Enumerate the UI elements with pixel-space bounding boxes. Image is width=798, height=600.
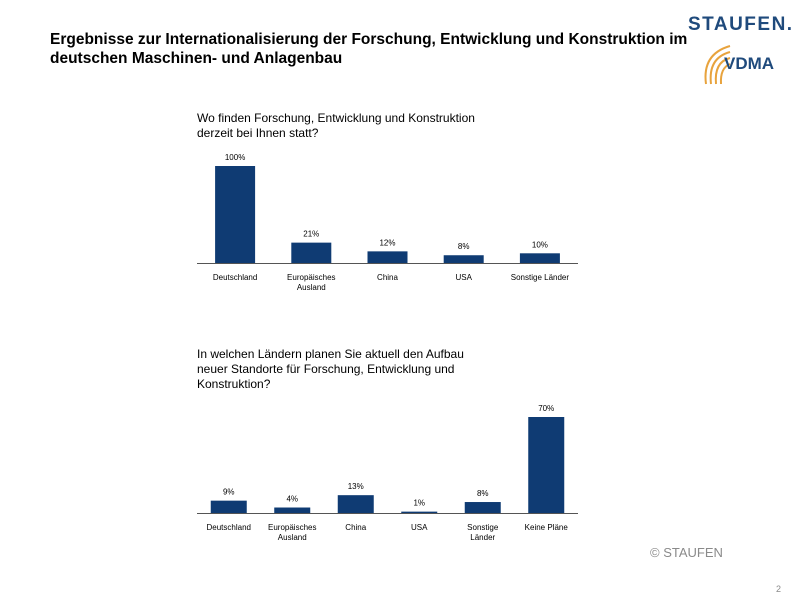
chart-1-value-label-1: 100% — [225, 153, 245, 162]
copyright-text: © STAUFEN — [650, 545, 723, 560]
chart-1-question-line-1: Wo finden Forschung, Entwicklung und Kon… — [197, 111, 475, 125]
chart-1-bar-4 — [443, 255, 484, 263]
chart-2-value-label-1: 9% — [223, 488, 235, 497]
chart-2-question-line-2: neuer Standorte für Forschung, Entwicklu… — [197, 362, 455, 376]
vdma-logo-text: VDMA — [724, 54, 775, 73]
chart-1-value-label-2: 21% — [303, 230, 319, 239]
chart-1-question-line-2: derzeit bei Ihnen statt? — [197, 126, 319, 140]
chart-2-bar-3 — [337, 495, 374, 513]
chart-2-category-label-4: USA — [411, 523, 428, 532]
page-title-line-1: Ergebnisse zur Internationalisierung der… — [50, 31, 688, 48]
chart-2-question: In welchen Ländern planen Sie aktuell de… — [197, 347, 464, 392]
chart-2-value-label-5: 8% — [477, 489, 489, 498]
chart-2-value-label-6: 70% — [538, 404, 554, 413]
chart-2-category-label-1: Deutschland — [207, 523, 251, 532]
chart-1-category-label-1: Deutschland — [213, 273, 257, 282]
page-number: 2 — [776, 584, 782, 594]
chart-2-value-label-2: 4% — [286, 495, 298, 504]
chart-2-question-line-1: In welchen Ländern planen Sie aktuell de… — [197, 347, 464, 361]
chart-2-category-label-5-line-2: Länder — [470, 533, 495, 542]
chart-1-value-label-5: 10% — [532, 240, 548, 249]
chart-1-value-label-3: 12% — [379, 238, 395, 247]
chart-1-category-label-2-line-1: Europäisches — [287, 273, 335, 282]
chart-2-category-label-2-line-1: Europäisches — [268, 523, 316, 532]
chart-2-category-label-2-line-2: Ausland — [278, 533, 307, 542]
staufen-logo-text: STAUFEN. — [688, 14, 794, 35]
chart-1-question: Wo finden Forschung, Entwicklung und Kon… — [197, 111, 475, 141]
chart-1-bar-1 — [215, 166, 256, 263]
chart-2-category-label-3: China — [345, 523, 366, 532]
chart-2-bar-2 — [274, 507, 311, 513]
chart-2-value-label-4: 1% — [413, 499, 425, 508]
chart-2-bar-5 — [464, 502, 501, 513]
chart-1-bar-3 — [367, 251, 408, 263]
chart-2-value-label-3: 13% — [348, 482, 364, 491]
chart-2-bar-1 — [210, 500, 247, 513]
chart-1-bar-2 — [291, 242, 332, 263]
chart-1-category-label-3: China — [377, 273, 398, 282]
vdma-arc-icon — [704, 45, 731, 85]
chart-2-bar-6 — [528, 417, 565, 513]
chart-2-bar-4 — [401, 511, 438, 513]
chart-1-category-label-5: Sonstige Länder — [511, 273, 570, 282]
staufen-vdma-logo: STAUFEN. VDMA — [682, 10, 792, 88]
chart-2-category-label-6: Keine Pläne — [525, 523, 569, 532]
page-title-line-2: deutschen Maschinen- und Anlagenbau — [50, 50, 343, 67]
page-title: Ergebnisse zur Internationalisierung der… — [50, 30, 700, 68]
chart-2-category-label-5-line-1: Sonstige — [467, 523, 499, 532]
chart-1-bar-5 — [519, 253, 560, 263]
chart-2-question-line-3: Konstruktion? — [197, 377, 271, 391]
chart-1-category-label-2-line-2: Ausland — [297, 283, 326, 292]
chart-1-category-label-4: USA — [455, 273, 472, 282]
chart-1-value-label-4: 8% — [458, 242, 470, 251]
